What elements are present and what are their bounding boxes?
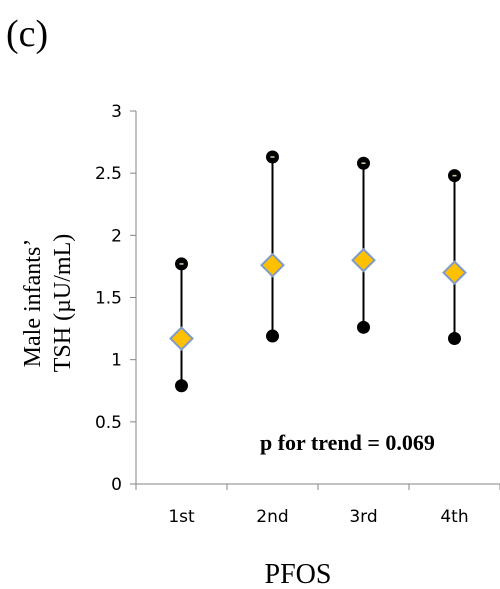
lower-bound-point: [175, 379, 188, 393]
upper-bound-highlight: [270, 156, 275, 158]
y-tick-label: 2: [111, 226, 122, 246]
axes: 0 0.5 1 1.5 2 2.5 3 1st 2nd 3rd 4th: [95, 102, 500, 527]
y-tick-label: 0: [111, 475, 122, 495]
lower-bound-point: [266, 329, 279, 343]
x-tick-label: 2nd: [256, 507, 288, 527]
upper-bound-highlight: [179, 263, 184, 265]
trend-annotation: p for trend = 0.069: [260, 430, 435, 455]
lower-bound-point: [357, 320, 370, 334]
y-axis-title-line2: TSH (µU/mL): [50, 234, 76, 372]
mean-point: [351, 247, 376, 273]
y-tick-label: 1: [111, 351, 122, 371]
mean-point: [260, 252, 285, 278]
data-markers: [169, 150, 467, 393]
upper-bound-highlight: [452, 174, 457, 177]
x-tick-label: 4th: [440, 507, 468, 527]
mean-point: [169, 326, 194, 351]
y-tick-label: 1.5: [95, 289, 122, 309]
y-axis-title-line1: Male infants’: [20, 239, 46, 368]
y-tick-label: 3: [111, 102, 122, 122]
y-axis-title: Male infants’ TSH (µU/mL): [20, 234, 76, 372]
x-tick-label: 1st: [168, 507, 195, 527]
lower-bound-point: [448, 332, 461, 346]
x-axis-title: PFOS: [265, 559, 332, 589]
panel-label: (c): [6, 13, 48, 55]
x-tick-label: 3rd: [349, 507, 377, 527]
y-tick-label: 0.5: [95, 413, 122, 433]
upper-bound-highlight: [361, 162, 366, 165]
mean-point: [442, 260, 467, 286]
y-tick-label: 2.5: [95, 164, 122, 184]
error-bars: [180, 157, 456, 386]
